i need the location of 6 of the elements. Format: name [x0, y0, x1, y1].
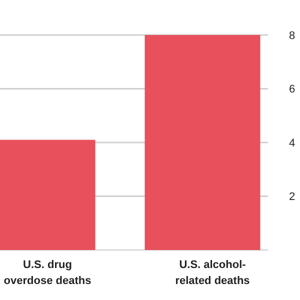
y-tick-label: 2 — [288, 191, 296, 204]
x-tick-label: U.S. alcohol- related deaths — [175, 259, 250, 287]
x-tick-label: U.S. drug overdose deaths — [4, 259, 92, 287]
y-tick-label: 4 — [288, 137, 296, 150]
y-tick-label: 8 — [288, 30, 296, 42]
y-tick-label: 6 — [288, 84, 296, 96]
